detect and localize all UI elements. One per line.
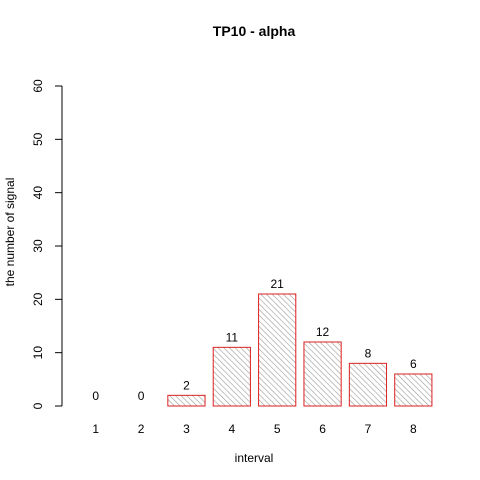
- x-tick-label-3: 3: [183, 422, 190, 436]
- data-label-4: 11: [226, 330, 239, 344]
- bar-3: [167, 394, 206, 407]
- data-label-5: 21: [271, 277, 285, 291]
- data-label-7: 8: [365, 346, 372, 360]
- y-tick-label: 50: [31, 132, 45, 146]
- data-label-1: 0: [92, 389, 99, 403]
- x-tick-label-4: 4: [228, 422, 235, 436]
- y-tick-label: 10: [31, 346, 45, 360]
- x-tick-label-6: 6: [319, 422, 326, 436]
- data-label-3: 2: [183, 378, 190, 392]
- y-tick-label: 20: [31, 292, 45, 306]
- y-tick-label: 30: [31, 239, 45, 253]
- bar-8: [394, 373, 433, 407]
- x-tick-label-1: 1: [92, 422, 99, 436]
- y-tick-label: 0: [31, 402, 45, 409]
- x-tick-label-8: 8: [410, 422, 417, 436]
- x-tick-label-2: 2: [138, 422, 145, 436]
- x-tick-label-7: 7: [365, 422, 372, 436]
- bar-6: [303, 341, 342, 407]
- y-tick-label: 40: [31, 186, 45, 200]
- bar-7: [348, 362, 388, 407]
- data-label-6: 12: [316, 325, 330, 339]
- x-tick-label-5: 5: [274, 422, 281, 436]
- chart-title: TP10 - alpha: [213, 23, 296, 39]
- y-tick-label: 60: [31, 79, 45, 93]
- x-tick-labels: 1 2 3 4 5 6 7 8: [92, 422, 417, 436]
- bar-5: [258, 293, 297, 407]
- data-label-2: 0: [138, 389, 145, 403]
- data-label-8: 6: [410, 357, 417, 371]
- bar-4: [212, 346, 251, 407]
- y-axis: 0 10 20 30 40 50 60: [31, 79, 63, 409]
- x-axis-label: interval: [235, 451, 274, 465]
- y-axis-label: the number of signal: [3, 178, 17, 287]
